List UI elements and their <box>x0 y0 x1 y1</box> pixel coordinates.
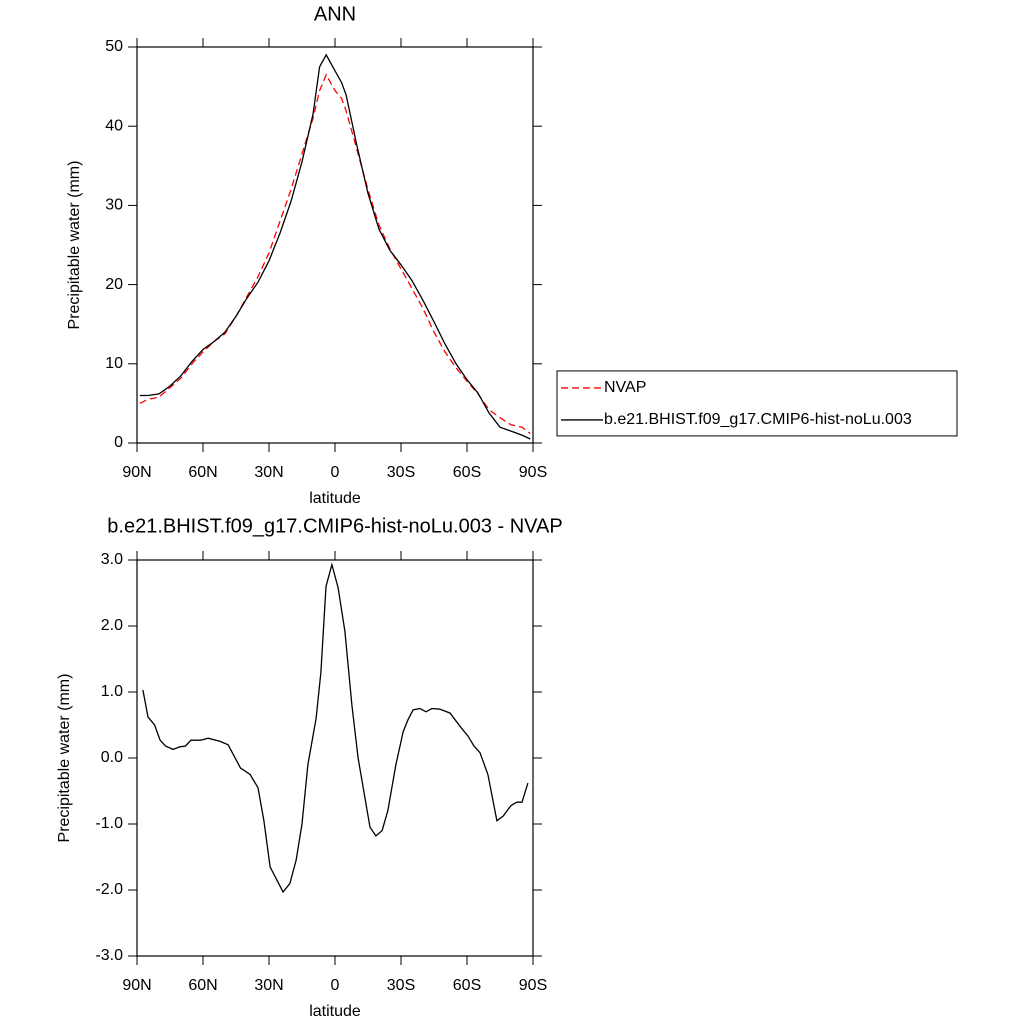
y-tick-label: 10 <box>105 355 123 372</box>
legend-box <box>556 370 958 437</box>
x-tick-label: 90N <box>122 464 151 481</box>
plot-frame <box>136 46 534 444</box>
y-tick-label: -1.0 <box>95 815 123 832</box>
legend-label: NVAP <box>604 379 646 396</box>
x-tick-label: 30N <box>254 464 283 481</box>
data-line <box>139 73 531 435</box>
y-tick-label: 2.0 <box>101 617 123 634</box>
y-tick-label: 40 <box>105 117 123 134</box>
legend-label: b.e21.BHIST.f09_g17.CMIP6-hist-noLu.003 <box>604 411 912 428</box>
x-tick-label: 0 <box>331 464 340 481</box>
y-tick-label: 3.0 <box>101 551 123 568</box>
x-tick-label: 60S <box>453 464 481 481</box>
x-tick-label: 30S <box>387 464 415 481</box>
y-axis-label: Precipitable water (mm) <box>56 674 73 843</box>
x-tick-label: 0 <box>331 977 340 994</box>
chart-title: ANN <box>314 3 356 25</box>
x-axis-label: latitude <box>309 490 361 507</box>
x-tick-label: 60S <box>453 977 481 994</box>
x-tick-label: 90N <box>122 977 151 994</box>
plot-frame <box>136 559 534 957</box>
x-tick-label: 90S <box>519 464 547 481</box>
y-axis-label: Precipitable water (mm) <box>66 161 83 330</box>
y-tick-label: 0.0 <box>101 749 123 766</box>
y-tick-label: 1.0 <box>101 683 123 700</box>
x-tick-label: 60N <box>188 977 217 994</box>
data-line <box>142 562 529 894</box>
y-tick-label: 0 <box>114 434 123 451</box>
chart-title: b.e21.BHIST.f09_g17.CMIP6-hist-noLu.003 … <box>107 515 562 537</box>
y-tick-label: 50 <box>105 38 123 55</box>
y-tick-label: -3.0 <box>95 947 123 964</box>
y-tick-label: -2.0 <box>95 881 123 898</box>
data-line <box>139 53 531 440</box>
y-tick-label: 30 <box>105 197 123 214</box>
x-tick-label: 90S <box>519 977 547 994</box>
x-tick-label: 60N <box>188 464 217 481</box>
x-tick-label: 30S <box>387 977 415 994</box>
x-axis-label: latitude <box>309 1003 361 1020</box>
y-tick-label: 20 <box>105 276 123 293</box>
x-tick-label: 30N <box>254 977 283 994</box>
